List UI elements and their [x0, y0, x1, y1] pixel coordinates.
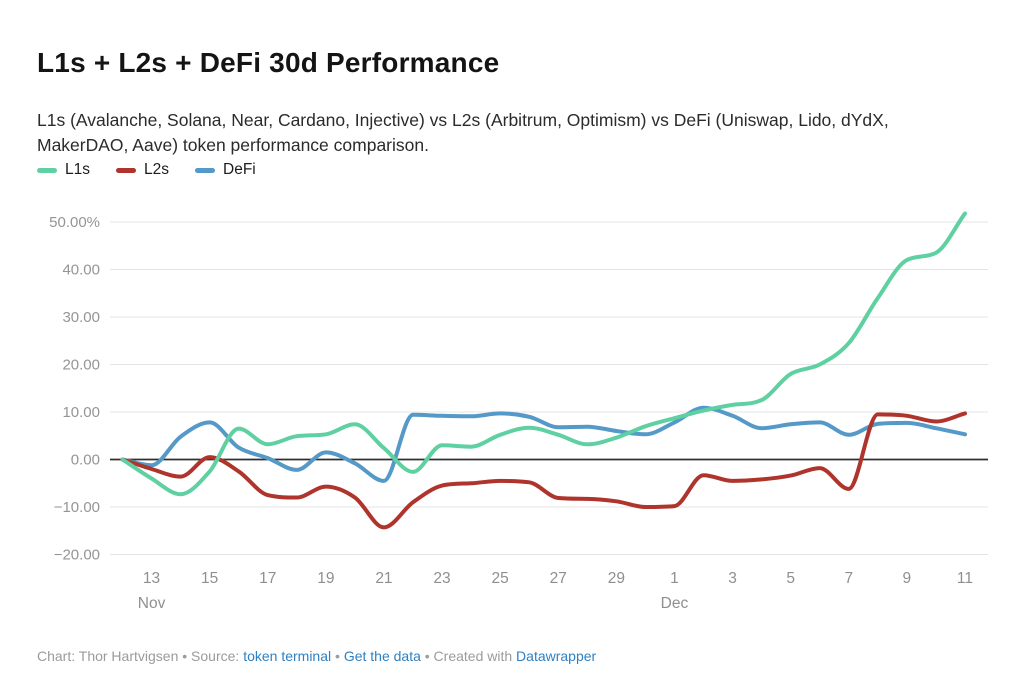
- x-tick-label: 11: [957, 570, 973, 587]
- x-month-label: Nov: [138, 595, 166, 612]
- legend-label-defi: DeFi: [223, 161, 256, 178]
- y-tick-label: 0.00: [71, 452, 100, 469]
- y-tick-label: 20.00: [62, 357, 100, 374]
- x-month-label: Dec: [661, 595, 689, 612]
- x-tick-label: 7: [844, 570, 853, 587]
- x-tick-label: 3: [728, 570, 737, 587]
- x-tick-label: 27: [550, 570, 567, 587]
- x-tick-label: 9: [903, 570, 912, 587]
- legend-swatch-l2s: [116, 167, 136, 173]
- x-tick-label: 23: [433, 570, 450, 587]
- y-tick-label: −10.00: [54, 499, 100, 516]
- series-line-l1s: [120, 211, 967, 497]
- line-chart: 50.00% 40.00 30.00 20.00 10.00 0.00 −10.00 −20.…: [49, 211, 988, 612]
- chart-footer: Chart: Thor Hartvigsen • Source: token t…: [37, 648, 597, 664]
- y-tick-label: −20.00: [54, 547, 100, 564]
- legend-label-l2s: L2s: [144, 161, 169, 178]
- x-tick-label: 25: [492, 570, 509, 587]
- y-tick-label: 40.00: [62, 262, 100, 279]
- legend-item-l1s: L1s: [37, 161, 90, 179]
- legend-swatch-l1s: [37, 167, 57, 173]
- datawrapper-link[interactable]: Datawrapper: [516, 648, 597, 664]
- series-line-l2s: [120, 411, 967, 530]
- x-tick-label: 17: [259, 570, 276, 587]
- legend-item-l2s: L2s: [116, 161, 169, 179]
- x-tick-label: 19: [317, 570, 334, 587]
- x-tick-label: 13: [143, 570, 160, 587]
- footer-source-label: Source:: [191, 648, 244, 664]
- footer-credit: Chart: Thor Hartvigsen: [37, 648, 179, 664]
- x-tick-label: 15: [201, 570, 218, 587]
- chart-subtitle: L1s (Avalanche, Solana, Near, Cardano, I…: [37, 109, 889, 156]
- series-line-defi: [120, 405, 967, 483]
- x-tick-label: 29: [608, 570, 625, 587]
- chart-legend: L1s L2s DeFi: [37, 161, 256, 179]
- get-the-data-link[interactable]: Get the data: [343, 648, 421, 664]
- source-link[interactable]: token terminal: [243, 648, 332, 664]
- legend-label-l1s: L1s: [65, 161, 90, 178]
- page-title: L1s + L2s + DeFi 30d Performance: [37, 46, 500, 78]
- legend-swatch-defi: [195, 167, 215, 173]
- y-tick-label: 50.00%: [49, 214, 100, 231]
- x-tick-label: 5: [786, 570, 795, 587]
- x-tick-label: 21: [375, 570, 392, 587]
- x-tick-label: 1: [670, 570, 679, 587]
- y-tick-label: 10.00: [62, 404, 100, 421]
- legend-item-defi: DeFi: [195, 161, 256, 179]
- y-tick-label: 30.00: [62, 309, 100, 326]
